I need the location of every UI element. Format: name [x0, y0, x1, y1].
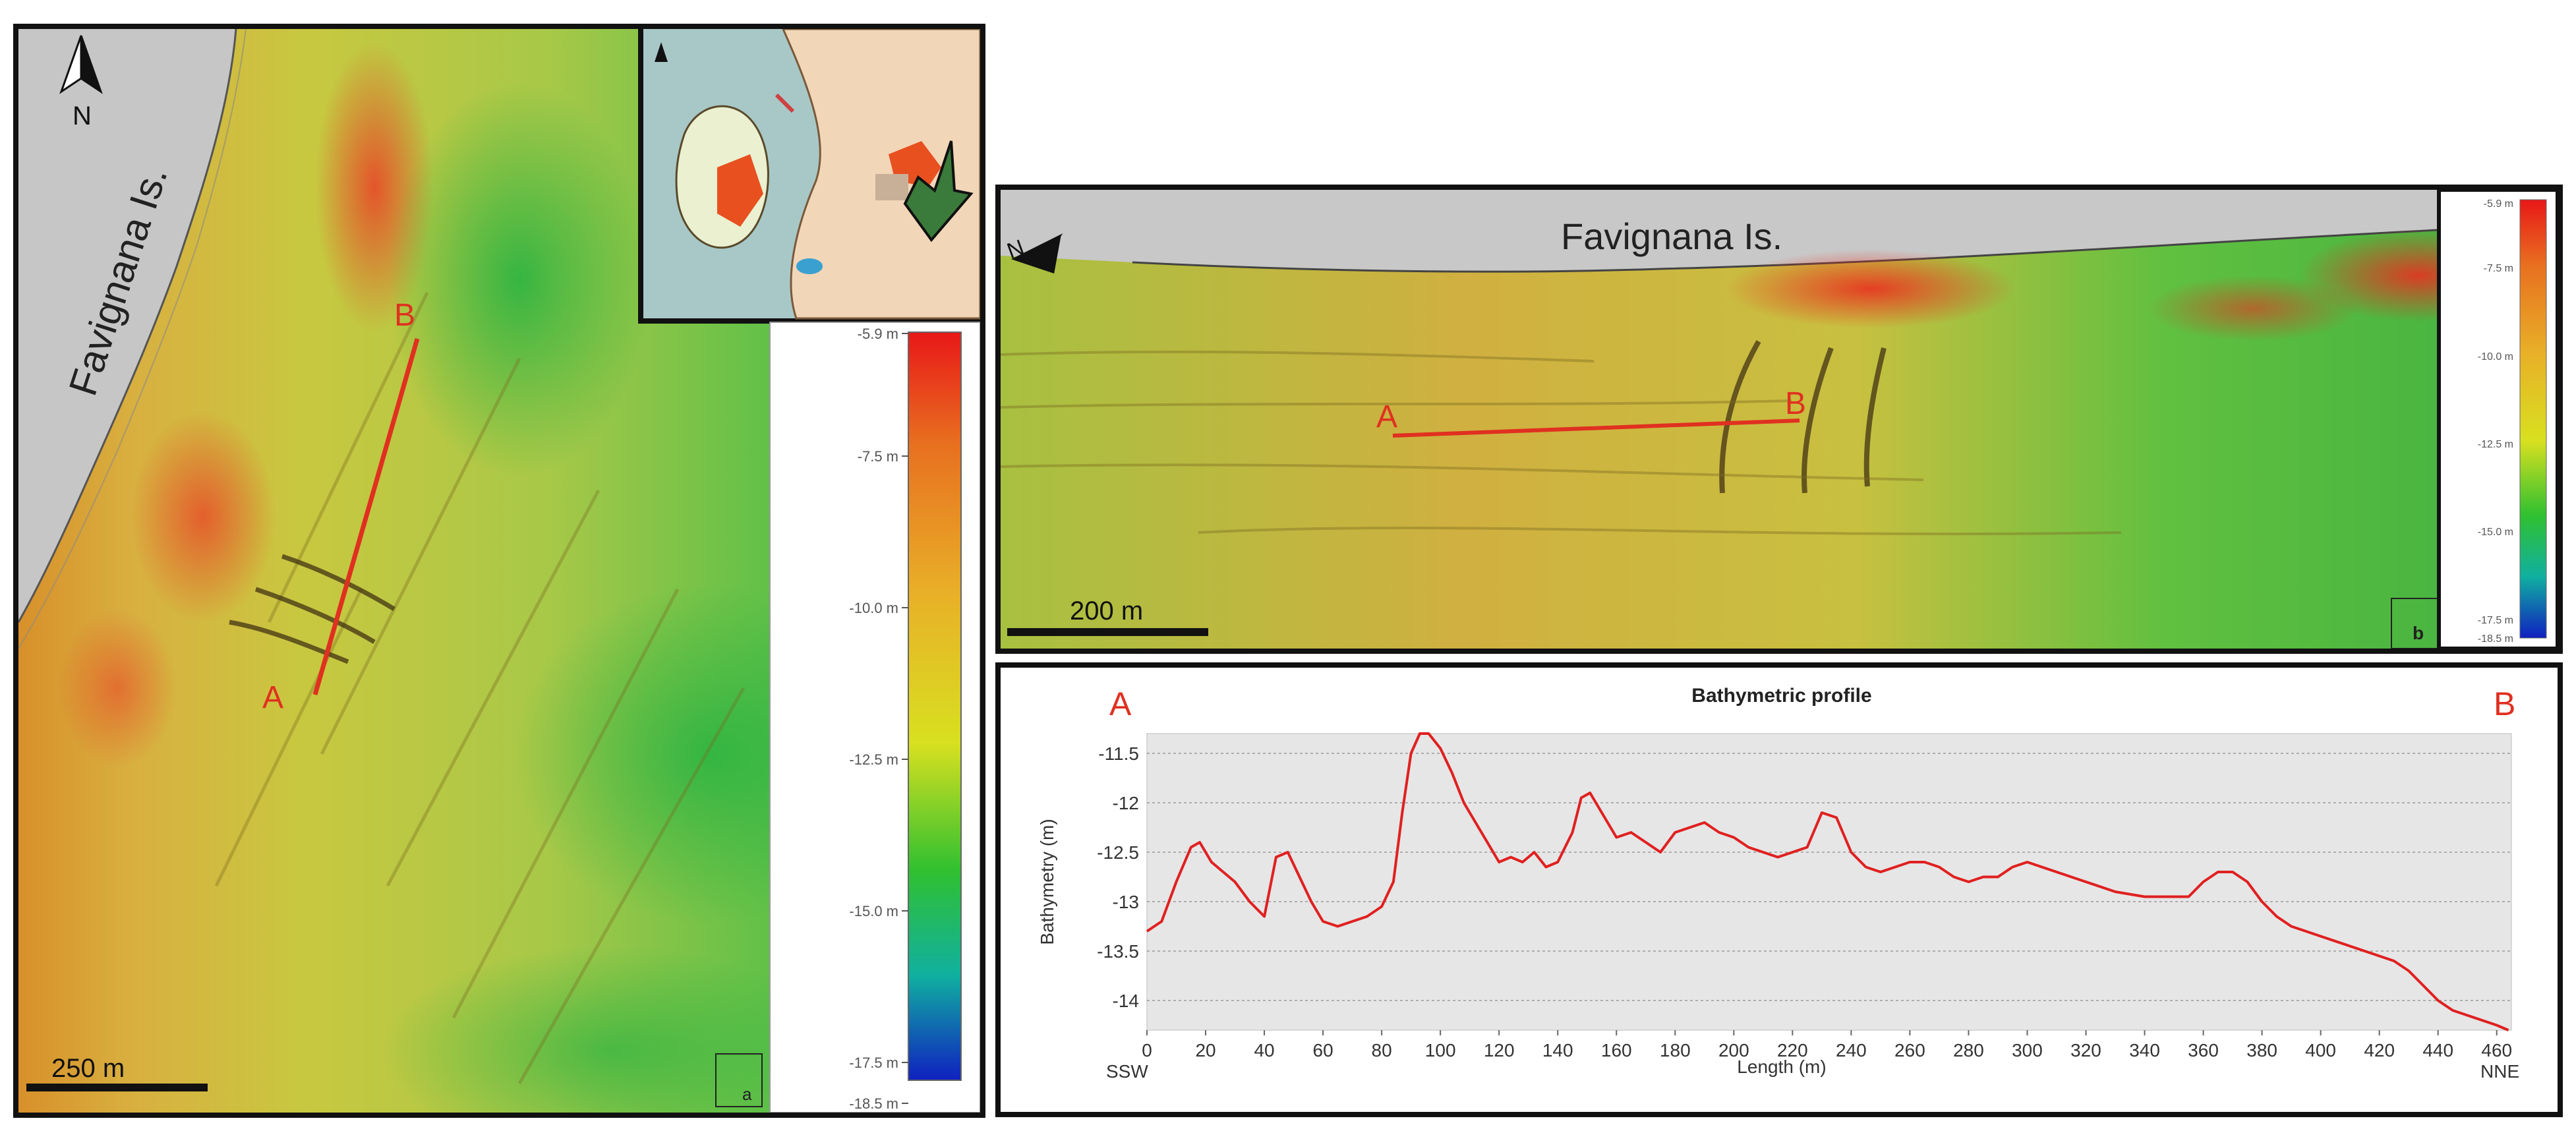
island-label-b: Favignana Is. [1561, 216, 1782, 257]
x-tick-label: 100 [1425, 1040, 1456, 1060]
legend-tick-label: -10.0 m [849, 600, 898, 616]
location-inset-map [638, 29, 980, 324]
panel-b-3d-view: A B Favignana Is. N 200 m b -5.9 m -7.5 m… [995, 185, 2563, 654]
map-b-canvas: A B Favignana Is. N 200 m b -5.9 m-7.5 m… [1001, 190, 2558, 649]
profile-start-label: A [1109, 685, 1132, 722]
panel-letter-b: b [2413, 623, 2424, 643]
x-tick-label: 320 [2070, 1040, 2101, 1060]
direction-left-label: SSW [1106, 1061, 1148, 1082]
legend-tick-label-b: -10.0 m [2478, 351, 2513, 362]
x-tick-label: 80 [1372, 1040, 1392, 1060]
x-tick-label: 200 [1718, 1040, 1749, 1060]
x-tick-label: 340 [2129, 1040, 2160, 1060]
plot-area [1146, 733, 2512, 1031]
map-a-canvas: A B Favignana Is. N 250 m a [18, 29, 980, 1113]
legend-tick-label: -12.5 m [849, 751, 898, 768]
direction-right-label: NNE [2480, 1061, 2519, 1082]
depth-color-legend: -5.9 m -7.5 m -10.0 m -12.5 m -15.0 m -17.5 m… [769, 322, 980, 1113]
x-tick-label: 280 [1953, 1040, 1984, 1060]
scale-label: 250 m [51, 1054, 125, 1083]
x-tick-label: 300 [2012, 1040, 2043, 1060]
point-b-label: B [394, 298, 415, 333]
scale-bar [26, 1084, 208, 1091]
x-tick-label: 400 [2305, 1040, 2336, 1060]
legend-tick-label-b: -15.0 m [2478, 527, 2513, 538]
legend-tick-label-b: -12.5 m [2478, 439, 2513, 450]
y-axis-label: Bathymetry (m) [1037, 819, 1057, 944]
land-area-b [1001, 190, 2451, 272]
x-tick-label: 0 [1142, 1040, 1152, 1060]
x-tick-label: 240 [1836, 1040, 1867, 1060]
north-arrow-icon-b [1011, 233, 1063, 274]
x-tick-label: 260 [1894, 1040, 1925, 1060]
north-arrow-icon [59, 35, 103, 94]
panel-a-bathymetry-map: A B Favignana Is. N 250 m a [13, 24, 985, 1118]
x-tick-label: 20 [1195, 1040, 1215, 1060]
x-tick-label: 380 [2246, 1040, 2277, 1060]
chart-title: Bathymetric profile [1691, 685, 1871, 707]
x-tick-label: 220 [1777, 1040, 1808, 1060]
y-tick-label: -13 [1113, 892, 1139, 912]
x-tick-label: 120 [1484, 1040, 1515, 1060]
x-tick-label: 160 [1601, 1040, 1632, 1060]
legend-tick-label: -17.5 m [849, 1055, 898, 1071]
panel-letter-a: a [742, 1084, 752, 1104]
legend-tick-label: -18.5 m [849, 1095, 898, 1112]
y-tick-label: -14 [1113, 991, 1139, 1011]
north-label: N [73, 102, 92, 130]
legend-tick-label-b: -17.5 m [2478, 615, 2513, 626]
x-tick-label: 420 [2364, 1040, 2395, 1060]
y-tick-label: -12.5 [1097, 842, 1139, 863]
land-area [18, 29, 236, 622]
depth-color-legend-b: -5.9 m -7.5 m -10.0 m -12.5 m -15.0 m -17.5 m… [2437, 190, 2558, 649]
point-b-label-b: B [1785, 386, 1806, 421]
profile-end-label: B [2494, 685, 2515, 722]
legend-tick-label-b: -18.5 m [2478, 633, 2513, 645]
scale-bar-b [1007, 628, 1208, 636]
point-a-label: A [262, 680, 283, 715]
panel-c-bathymetric-profile: -11.5 -12 -12.5 -13 -13.5 -14 0 20 40 60 80 100 120… [995, 662, 2563, 1117]
legend-tick-label: -15.0 m [849, 903, 898, 919]
x-tick-label: 180 [1660, 1040, 1691, 1060]
location-arrow-icon [903, 140, 974, 243]
y-tick-label: -13.5 [1097, 941, 1139, 962]
scale-label-b: 200 m [1070, 596, 1143, 625]
point-a-label-b: A [1376, 399, 1397, 434]
legend-tick-label-b: -5.9 m [2484, 198, 2513, 210]
x-tick-label: 360 [2188, 1040, 2219, 1060]
x-tick-label: 460 [2481, 1040, 2512, 1060]
x-axis-label: Length (m) [1737, 1057, 1826, 1077]
x-tick-label: 60 [1313, 1040, 1333, 1060]
x-tick-label: 140 [1542, 1040, 1573, 1060]
y-tick-label: -11.5 [1098, 743, 1139, 764]
legend-tick-label: -5.9 m [858, 326, 898, 342]
profile-chart: -11.5 -12 -12.5 -13 -13.5 -14 0 20 40 60 80 100 120… [1037, 685, 2519, 1082]
transect-line-a-b [312, 338, 420, 695]
transect-line-b [1392, 419, 1800, 438]
profile-line [1146, 732, 2509, 1031]
x-tick-label: 40 [1254, 1040, 1274, 1060]
x-tick-label: 440 [2422, 1040, 2453, 1060]
legend-tick-label: -7.5 m [858, 448, 898, 465]
legend-tick-label-b: -7.5 m [2484, 263, 2513, 274]
y-tick-label: -12 [1113, 793, 1139, 813]
